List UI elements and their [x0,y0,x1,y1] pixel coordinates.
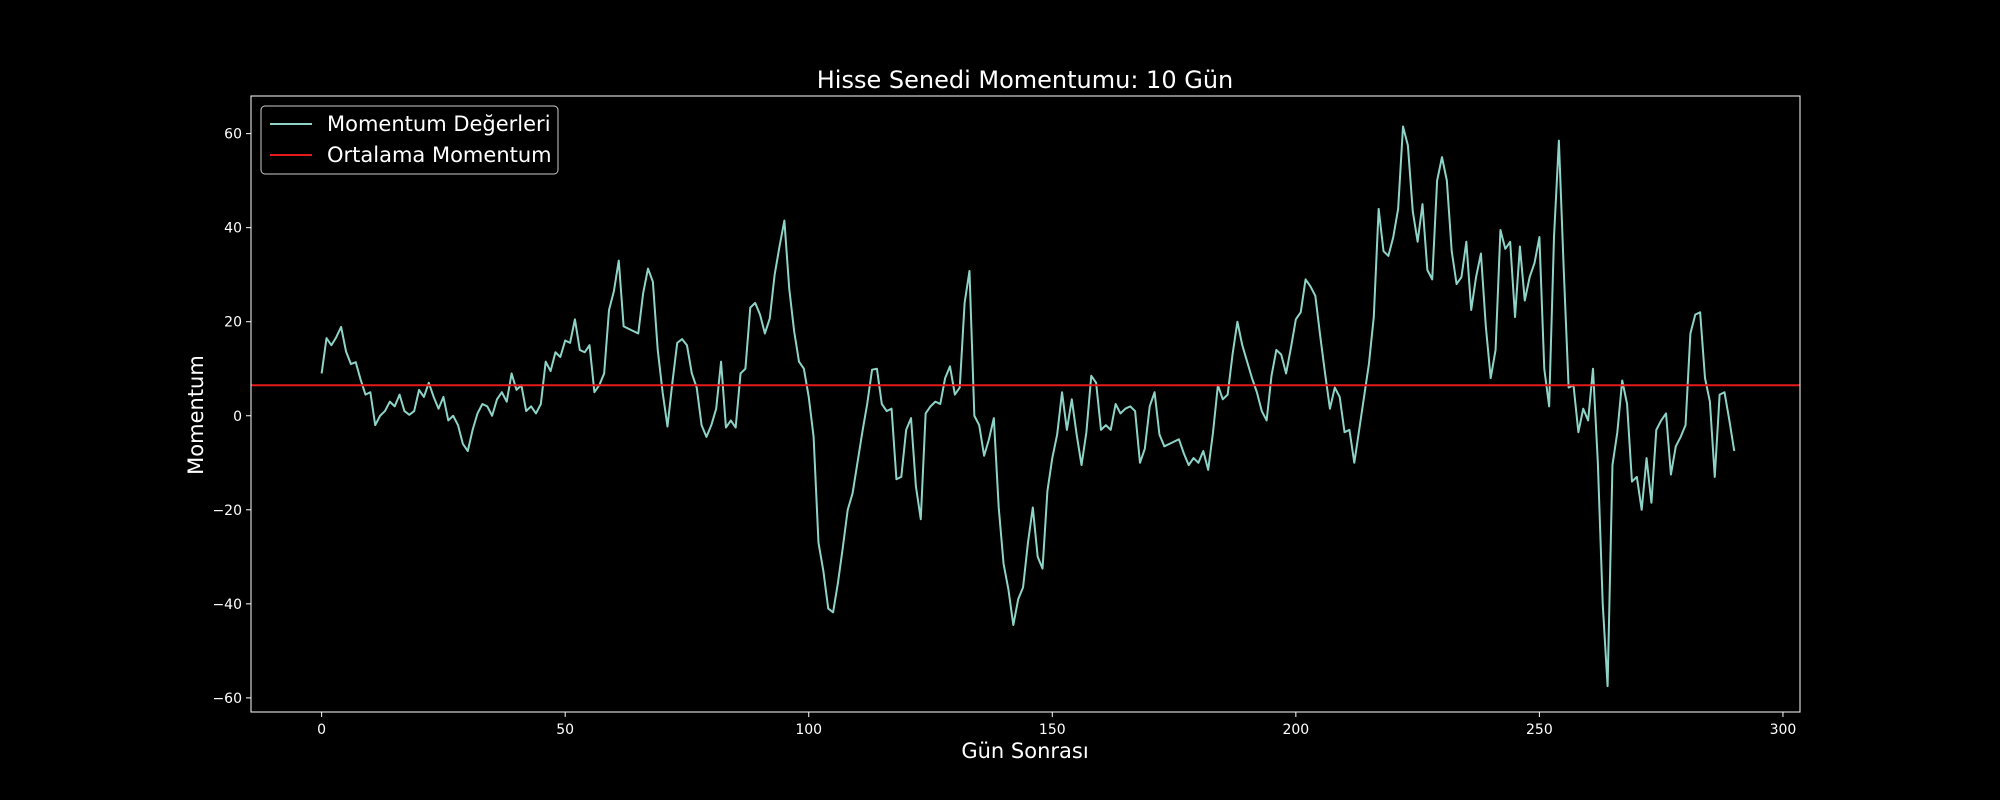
y-tick-label: −60 [212,691,242,707]
x-axis-label: Gün Sonrası [961,739,1088,763]
axes-frame [250,95,1801,713]
y-axis: −60 −40 −20 0 20 40 60 [212,127,251,707]
y-tick-label: 0 [233,409,242,425]
y-axis-label: Momentum [184,355,208,475]
x-axis: 0 50 100 150 200 250 300 [317,712,1796,738]
x-tick-label: 300 [1770,722,1797,738]
legend-label-mean: Ortalama Momentum [327,143,552,167]
y-tick-label: −20 [212,503,242,519]
x-tick-label: 200 [1282,722,1309,738]
chart-title: Hisse Senedi Momentumu: 10 Gün [817,66,1233,94]
x-tick-label: 50 [556,722,574,738]
x-tick-label: 250 [1526,722,1553,738]
y-tick-label: 20 [224,315,242,331]
momentum-series-line [320,125,1736,688]
legend-box [260,105,559,175]
y-tick-label: 40 [224,221,242,237]
legend-label-momentum: Momentum Değerleri [327,112,551,136]
x-tick-label: 150 [1039,722,1066,738]
legend: Momentum Değerleri Ortalama Momentum [260,105,559,175]
x-tick-label: 0 [317,722,326,738]
y-tick-label: −40 [212,597,242,613]
x-tick-label: 100 [795,722,822,738]
plot-area [251,125,1800,688]
y-tick-label: 60 [224,127,242,143]
